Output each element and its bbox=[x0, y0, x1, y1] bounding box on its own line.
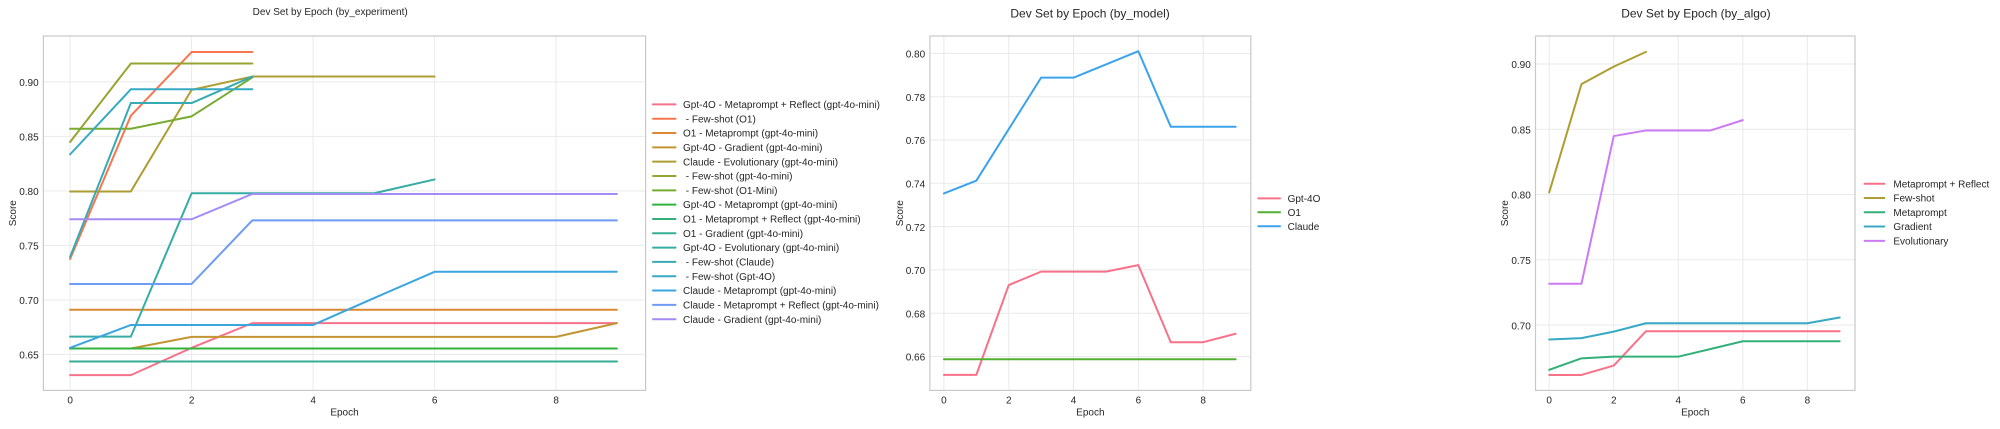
svg-text:O1 - Metaprompt (gpt-4o-mini): O1 - Metaprompt (gpt-4o-mini) bbox=[683, 129, 818, 140]
svg-text:4: 4 bbox=[310, 395, 316, 406]
svg-text:0.70: 0.70 bbox=[1511, 321, 1531, 332]
svg-text:0.70: 0.70 bbox=[19, 296, 39, 307]
svg-text:0.76: 0.76 bbox=[906, 136, 926, 147]
svg-text:2: 2 bbox=[189, 395, 195, 406]
svg-text:Evolutionary: Evolutionary bbox=[1893, 236, 1948, 247]
svg-text:0.78: 0.78 bbox=[906, 93, 926, 104]
svg-text:0.75: 0.75 bbox=[19, 242, 39, 253]
svg-text:Gpt-4O - Evolutionary (gpt-4o-: Gpt-4O - Evolutionary (gpt-4o-mini) bbox=[683, 243, 839, 254]
svg-text:Claude - Evolutionary (gpt-4o-: Claude - Evolutionary (gpt-4o-mini) bbox=[683, 157, 838, 168]
svg-text:Epoch: Epoch bbox=[330, 408, 358, 419]
svg-text:O1 - Gradient (gpt-4o-mini): O1 - Gradient (gpt-4o-mini) bbox=[683, 229, 803, 240]
svg-text:6: 6 bbox=[1136, 395, 1142, 406]
svg-text:8: 8 bbox=[553, 395, 559, 406]
svg-text:Claude: Claude bbox=[1288, 222, 1320, 233]
svg-text:Claude - Gradient (gpt-4o-mini: Claude - Gradient (gpt-4o-mini) bbox=[683, 315, 821, 326]
svg-text:6: 6 bbox=[432, 395, 438, 406]
svg-text:Score: Score bbox=[8, 200, 19, 227]
svg-text:0: 0 bbox=[941, 395, 947, 406]
svg-text:Metaprompt + Reflect: Metaprompt + Reflect bbox=[1893, 179, 1989, 190]
svg-text:0.90: 0.90 bbox=[1511, 60, 1531, 71]
svg-text:4: 4 bbox=[1675, 395, 1681, 406]
svg-text:Metaprompt: Metaprompt bbox=[1893, 208, 1947, 219]
svg-text:8: 8 bbox=[1200, 395, 1206, 406]
svg-text:2: 2 bbox=[1611, 395, 1617, 406]
svg-text:- Few-shot (Claude): - Few-shot (Claude) bbox=[683, 258, 774, 269]
svg-text:Dev Set by Epoch (by_experimen: Dev Set by Epoch (by_experiment) bbox=[253, 7, 408, 18]
svg-text:0: 0 bbox=[67, 395, 73, 406]
svg-text:0: 0 bbox=[1546, 395, 1552, 406]
svg-text:0.80: 0.80 bbox=[1511, 191, 1531, 202]
svg-text:Claude - Metaprompt + Reflect: Claude - Metaprompt + Reflect (gpt-4o-mi… bbox=[683, 300, 879, 311]
svg-text:- Few-shot (O1): - Few-shot (O1) bbox=[683, 114, 756, 125]
svg-text:8: 8 bbox=[1805, 395, 1811, 406]
svg-text:0.66: 0.66 bbox=[906, 353, 926, 364]
svg-text:0.90: 0.90 bbox=[19, 78, 39, 89]
svg-text:6: 6 bbox=[1740, 395, 1746, 406]
svg-text:4: 4 bbox=[1071, 395, 1077, 406]
svg-text:- Few-shot (gpt-4o-mini): - Few-shot (gpt-4o-mini) bbox=[683, 172, 792, 183]
svg-text:Dev Set by Epoch (by_model): Dev Set by Epoch (by_model) bbox=[1010, 6, 1169, 20]
svg-text:O1 - Metaprompt + Reflect (gpt: O1 - Metaprompt + Reflect (gpt-4o-mini) bbox=[683, 215, 861, 226]
svg-text:0.80: 0.80 bbox=[906, 50, 926, 61]
svg-text:Gpt-4O: Gpt-4O bbox=[1288, 194, 1321, 205]
svg-text:Dev Set by Epoch (by_algo): Dev Set by Epoch (by_algo) bbox=[1621, 6, 1770, 20]
svg-text:Gpt-4O - Metaprompt + Reflect: Gpt-4O - Metaprompt + Reflect (gpt-4o-mi… bbox=[683, 100, 880, 111]
svg-text:Score: Score bbox=[1500, 200, 1511, 227]
svg-text:0.80: 0.80 bbox=[19, 187, 39, 198]
svg-text:O1: O1 bbox=[1288, 208, 1302, 219]
svg-text:0.72: 0.72 bbox=[906, 223, 926, 234]
svg-text:2: 2 bbox=[1006, 395, 1012, 406]
svg-text:0.74: 0.74 bbox=[906, 180, 926, 191]
svg-text:Claude - Metaprompt (gpt-4o-mi: Claude - Metaprompt (gpt-4o-mini) bbox=[683, 286, 836, 297]
svg-text:Score: Score bbox=[895, 200, 906, 227]
svg-text:0.85: 0.85 bbox=[1511, 125, 1531, 136]
svg-text:0.85: 0.85 bbox=[19, 133, 39, 144]
svg-text:0.70: 0.70 bbox=[906, 266, 926, 277]
svg-text:Epoch: Epoch bbox=[1076, 408, 1104, 419]
svg-text:- Few-shot (Gpt-4O): - Few-shot (Gpt-4O) bbox=[683, 272, 775, 283]
svg-text:Epoch: Epoch bbox=[1681, 408, 1709, 419]
svg-text:0.75: 0.75 bbox=[1511, 256, 1531, 267]
svg-text:0.65: 0.65 bbox=[19, 351, 39, 362]
svg-text:- Few-shot (O1-Mini): - Few-shot (O1-Mini) bbox=[683, 186, 777, 197]
svg-text:0.68: 0.68 bbox=[906, 309, 926, 320]
svg-text:Few-shot: Few-shot bbox=[1893, 194, 1934, 205]
svg-text:Gradient: Gradient bbox=[1893, 222, 1932, 233]
svg-text:Gpt-4O - Metaprompt (gpt-4o-mi: Gpt-4O - Metaprompt (gpt-4o-mini) bbox=[683, 200, 838, 211]
svg-text:Gpt-4O - Gradient (gpt-4o-mini: Gpt-4O - Gradient (gpt-4o-mini) bbox=[683, 143, 823, 154]
